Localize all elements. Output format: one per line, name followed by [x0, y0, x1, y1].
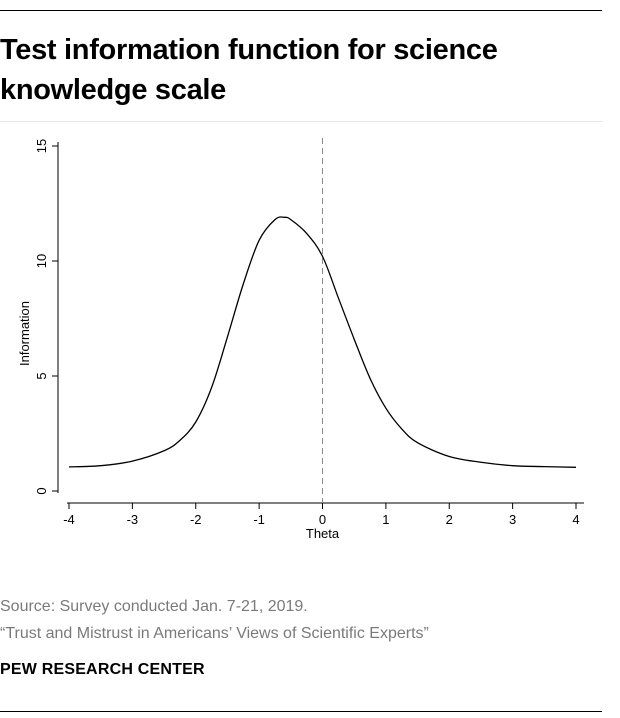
bottom-rule [0, 711, 602, 712]
x-tick-label: 2 [446, 512, 453, 527]
report-title: “Trust and Mistrust in Americans’ Views … [0, 625, 429, 642]
x-tick-label: 1 [382, 512, 389, 527]
information-curve [68, 216, 577, 468]
organization-name: PEW RESEARCH CENTER [0, 661, 205, 678]
x-axis-label: Theta [306, 526, 340, 541]
source-note: Source: Survey conducted Jan. 7-21, 2019… [0, 598, 308, 615]
x-tick-label: -2 [190, 512, 202, 527]
x-tick-label: 0 [319, 512, 326, 527]
chart-marks [68, 138, 577, 503]
top-rule [0, 10, 602, 11]
x-tick-label: -4 [63, 512, 75, 527]
x-tick-label: -1 [253, 512, 265, 527]
title-separator [0, 121, 602, 122]
y-tick-label: 5 [34, 372, 49, 379]
y-axis-label: Information [17, 301, 32, 366]
axes: -4 -3 -2 -1 0 1 2 3 4 0 5 10 15 Theta Information [17, 139, 584, 541]
chart-title: Test information function for science kn… [0, 34, 498, 106]
x-tick-label: 3 [509, 512, 516, 527]
x-tick-label: -3 [127, 512, 139, 527]
y-tick-label: 10 [34, 254, 49, 268]
test-information-chart: -4 -3 -2 -1 0 1 2 3 4 0 5 10 15 Theta Information [17, 138, 584, 541]
y-tick-label: 0 [34, 487, 49, 494]
y-tick-label: 15 [34, 139, 49, 153]
x-tick-label: 4 [572, 512, 579, 527]
